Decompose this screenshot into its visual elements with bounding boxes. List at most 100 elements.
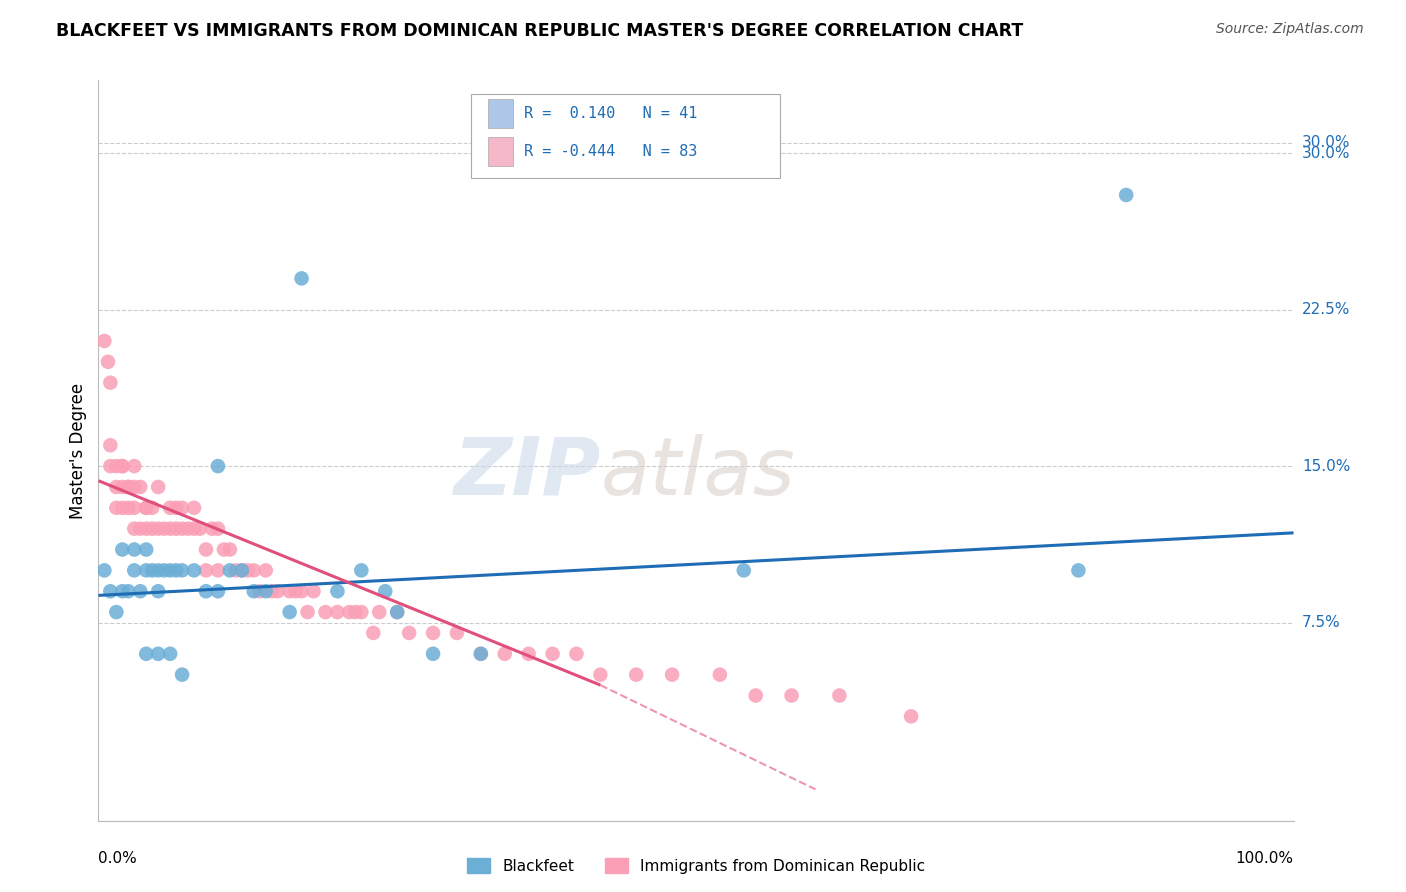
Point (231, 563, 253, 577)
Point (398, 626, 420, 640)
Point (159, 563, 181, 577)
Point (129, 522, 152, 536)
Text: atlas: atlas (600, 434, 796, 512)
Point (188, 522, 211, 536)
Point (291, 271, 314, 285)
Point (129, 480, 152, 494)
Y-axis label: Master's Degree: Master's Degree (69, 383, 87, 518)
Point (278, 605, 301, 619)
Point (165, 500, 187, 515)
Point (141, 522, 163, 536)
Point (291, 584, 314, 599)
Point (326, 605, 349, 619)
Point (243, 584, 266, 599)
Point (278, 584, 301, 599)
Point (159, 522, 181, 536)
Point (141, 563, 163, 577)
Point (111, 480, 134, 494)
Point (148, 522, 170, 536)
Point (494, 647, 516, 661)
Point (177, 522, 200, 536)
Point (326, 584, 349, 599)
Point (374, 584, 396, 599)
Point (541, 647, 564, 661)
Point (165, 563, 187, 577)
Point (172, 667, 194, 681)
Point (302, 584, 325, 599)
Point (344, 605, 367, 619)
Text: 15.0%: 15.0% (1302, 458, 1350, 474)
Point (212, 542, 235, 557)
Point (219, 563, 242, 577)
Point (172, 522, 194, 536)
Point (97, 355, 120, 369)
Point (135, 563, 157, 577)
Point (111, 459, 134, 474)
Point (117, 480, 139, 494)
Point (225, 563, 247, 577)
Point (339, 605, 361, 619)
Point (828, 689, 851, 703)
Point (105, 480, 128, 494)
Point (98, 584, 122, 599)
Point (159, 500, 181, 515)
Point (565, 647, 588, 661)
Point (195, 584, 218, 599)
Point (117, 500, 139, 515)
Point (517, 647, 540, 661)
Point (98, 376, 122, 390)
Text: 7.5%: 7.5% (1302, 615, 1340, 630)
Point (297, 605, 319, 619)
Point (159, 647, 181, 661)
Point (422, 647, 444, 661)
Point (111, 500, 134, 515)
Point (589, 667, 612, 681)
Point (135, 647, 157, 661)
Point (98, 438, 122, 452)
Point (148, 647, 170, 661)
Point (219, 542, 242, 557)
Point (172, 500, 194, 515)
Point (733, 563, 755, 577)
Point (254, 563, 277, 577)
Point (141, 500, 163, 515)
Point (124, 522, 146, 536)
Point (207, 522, 229, 536)
Point (105, 605, 128, 619)
Point (363, 626, 385, 640)
Point (172, 563, 194, 577)
Text: Source: ZipAtlas.com: Source: ZipAtlas.com (1216, 22, 1364, 37)
Point (422, 626, 444, 640)
Point (117, 480, 139, 494)
Point (709, 667, 731, 681)
Point (124, 480, 146, 494)
Point (243, 563, 266, 577)
Point (129, 584, 152, 599)
Point (124, 500, 146, 515)
Point (153, 522, 176, 536)
Point (1115, 188, 1137, 202)
Text: 0.0%: 0.0% (98, 851, 138, 866)
Point (98, 459, 122, 474)
Text: R = -0.444   N = 83: R = -0.444 N = 83 (524, 145, 697, 159)
Text: BLACKFEET VS IMMIGRANTS FROM DOMINICAN REPUBLIC MASTER'S DEGREE CORRELATION CHAR: BLACKFEET VS IMMIGRANTS FROM DOMINICAN R… (56, 22, 1024, 40)
Point (111, 459, 134, 474)
Point (135, 500, 157, 515)
Point (626, 667, 648, 681)
Point (254, 584, 277, 599)
Point (350, 605, 373, 619)
Point (446, 626, 468, 640)
Point (111, 584, 134, 599)
Point (470, 647, 492, 661)
Point (368, 605, 391, 619)
Point (93, 334, 115, 348)
Point (350, 563, 373, 577)
Point (183, 522, 205, 536)
Point (284, 584, 307, 599)
Point (183, 500, 205, 515)
Point (385, 605, 409, 619)
Point (93, 563, 115, 577)
Point (148, 584, 170, 599)
Point (148, 480, 170, 494)
Text: 30.0%: 30.0% (1302, 136, 1350, 151)
